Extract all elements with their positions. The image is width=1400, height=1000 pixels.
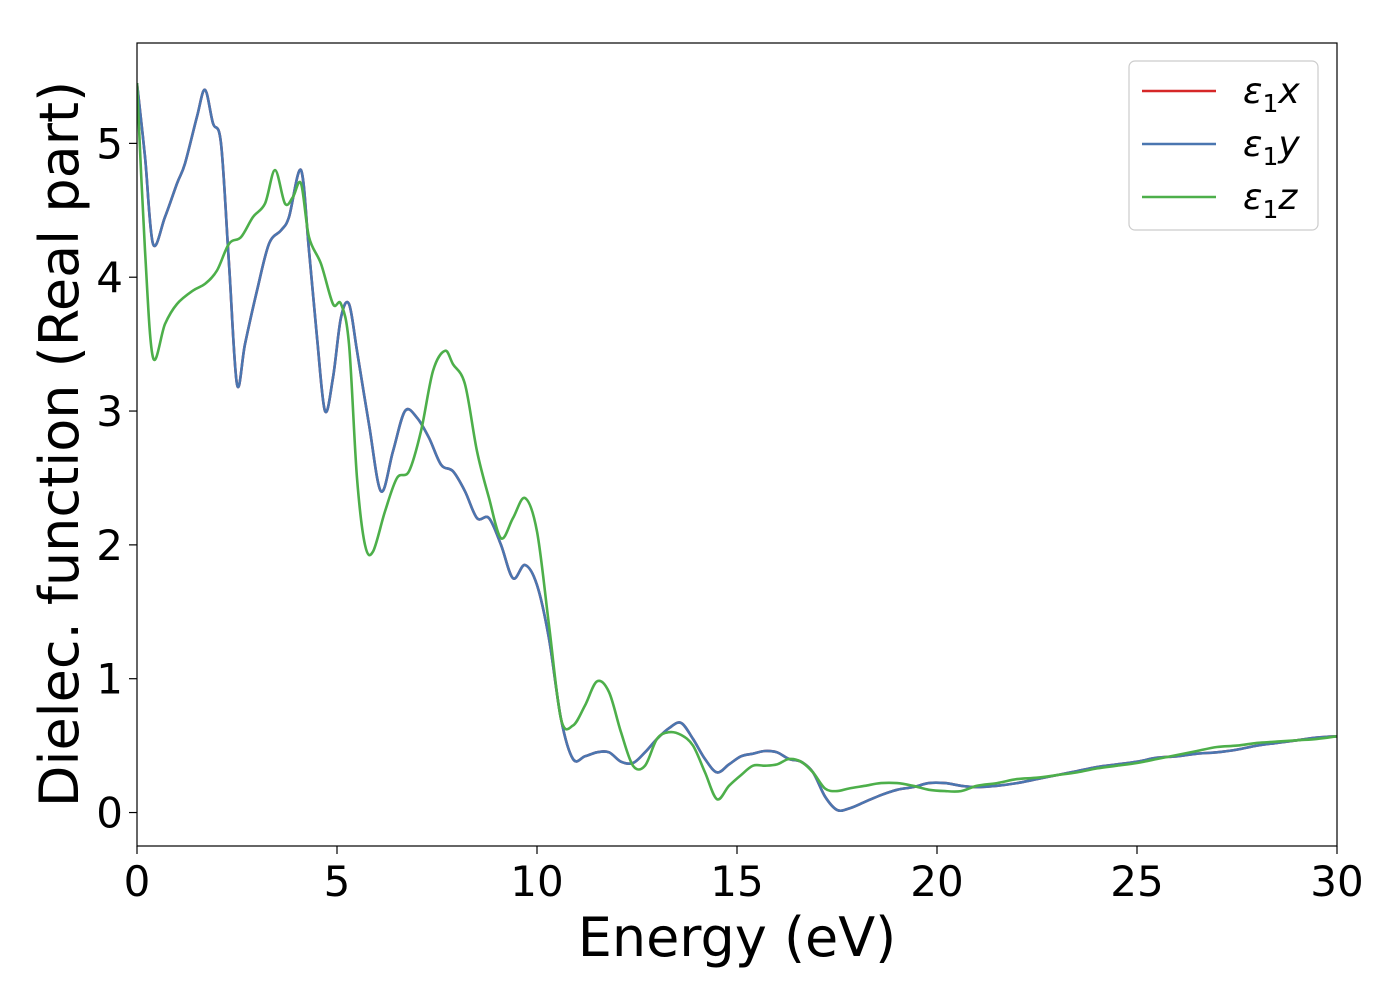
y-tick-label: 2 (96, 521, 123, 570)
y-tick-label: 1 (96, 655, 123, 704)
y-axis: 0 1 2 3 4 5 (96, 119, 137, 838)
y-tick-label: 0 (96, 789, 123, 838)
legend: ε1x ε1y ε1z (1128, 60, 1319, 231)
x-axis-label: Energy (eV) (578, 906, 897, 969)
legend-label-x: ε1x (1243, 71, 1300, 118)
y-axis-label: Dielec. function (Real part) (28, 81, 91, 807)
x-tick-label: 30 (1310, 857, 1363, 906)
series-line-z (137, 83, 1337, 801)
x-tick-label: 5 (324, 857, 351, 906)
x-tick-label: 20 (910, 857, 963, 906)
y-tick-label: 4 (96, 253, 123, 302)
series-layer (137, 82, 1337, 813)
y-tick-label: 5 (96, 119, 123, 168)
x-tick-label: 10 (510, 857, 563, 906)
series-line-y (137, 82, 1337, 813)
legend-label-z: ε1z (1243, 177, 1298, 224)
legend-box (1128, 60, 1319, 231)
x-tick-label: 25 (1110, 857, 1163, 906)
x-axis: 0 5 10 15 20 25 30 (124, 846, 1364, 906)
legend-label-y: ε1y (1243, 124, 1300, 171)
x-tick-label: 15 (710, 857, 763, 906)
x-tick-label: 0 (124, 857, 151, 906)
y-tick-label: 3 (96, 387, 123, 436)
